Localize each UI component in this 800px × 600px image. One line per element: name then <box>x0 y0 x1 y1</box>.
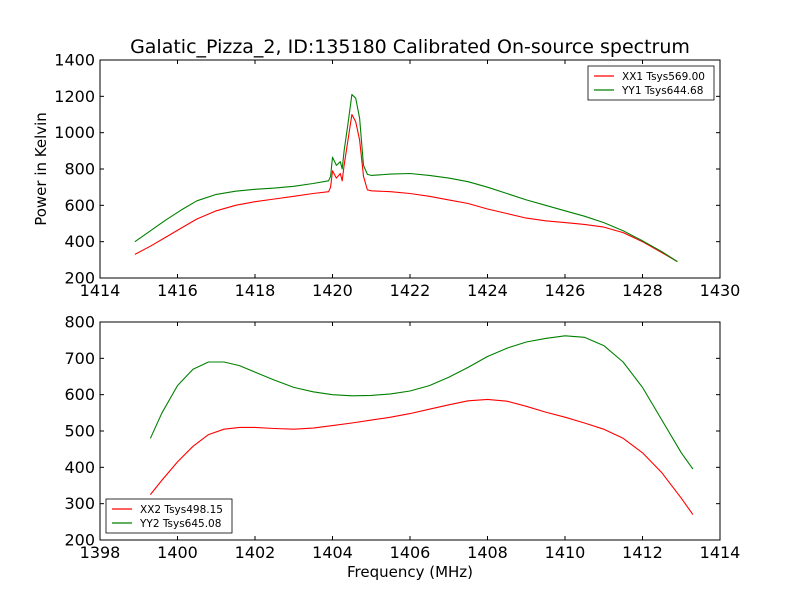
series-line-1 <box>134 113 678 263</box>
x-tick-label: 1426 <box>545 281 586 300</box>
y-tick-label: 1400 <box>54 51 95 70</box>
x-tick-label: 1400 <box>157 543 198 562</box>
legend-label-1: XX1 Tsys569.00 <box>622 71 705 83</box>
x-tick-label: 1428 <box>622 281 663 300</box>
y-tick-label: 400 <box>64 458 95 477</box>
y-axis-label: Power in Kelvin <box>32 112 50 226</box>
y-tick-label: 500 <box>64 422 95 441</box>
x-axis-label: Frequency (MHz) <box>347 563 473 581</box>
y-tick-label: 800 <box>64 313 95 332</box>
y-tick-label: 200 <box>64 531 95 550</box>
y-tick-label: 1000 <box>54 123 95 142</box>
y-tick-label: 200 <box>64 269 95 288</box>
legend-label-2: YY1 Tsys644.68 <box>621 85 703 97</box>
legend-label-2: YY2 Tsys645.08 <box>139 518 221 530</box>
x-tick-label: 1408 <box>467 543 508 562</box>
x-tick-label: 1416 <box>157 281 198 300</box>
series-line-2 <box>149 335 694 470</box>
x-tick-label: 1404 <box>312 543 353 562</box>
legend-box <box>587 65 715 101</box>
y-tick-label: 1200 <box>54 87 95 106</box>
y-tick-label: 700 <box>64 349 95 368</box>
series-line-1 <box>149 398 694 515</box>
x-tick-label: 1412 <box>622 543 663 562</box>
y-tick-label: 600 <box>64 196 95 215</box>
legend: XX1 Tsys569.00 YY1 Tsys644.68 <box>587 65 715 101</box>
x-tick-label: 1414 <box>80 281 121 300</box>
x-tick-label: 1430 <box>700 281 741 300</box>
bottom-spectrum-chart: Frequency (MHz) 1398 1400 1402 1404 1406 1408… <box>64 313 740 582</box>
x-tick-label: 1424 <box>467 281 508 300</box>
y-tick-label: 600 <box>64 385 95 404</box>
x-tick-label: 1420 <box>312 281 353 300</box>
legend-box <box>105 498 233 534</box>
x-tick-label: 1406 <box>390 543 431 562</box>
x-tick-label: 1418 <box>235 281 276 300</box>
y-tick-label: 800 <box>64 160 95 179</box>
top-spectrum-chart: Galatic_Pizza_2, ID:135180 Calibrated On… <box>32 36 740 300</box>
y-tick-label: 400 <box>64 232 95 251</box>
x-tick-label: 1410 <box>545 543 586 562</box>
chart-title: Galatic_Pizza_2, ID:135180 Calibrated On… <box>130 36 690 58</box>
x-tick-label: 1398 <box>80 543 121 562</box>
x-tick-label: 1414 <box>700 543 741 562</box>
legend: XX2 Tsys498.15 YY2 Tsys645.08 <box>105 498 233 534</box>
y-tick-label: 300 <box>64 494 95 513</box>
series-line-2 <box>134 93 678 263</box>
legend-label-1: XX2 Tsys498.15 <box>140 504 223 516</box>
x-tick-label: 1422 <box>390 281 431 300</box>
x-tick-label: 1402 <box>235 543 276 562</box>
